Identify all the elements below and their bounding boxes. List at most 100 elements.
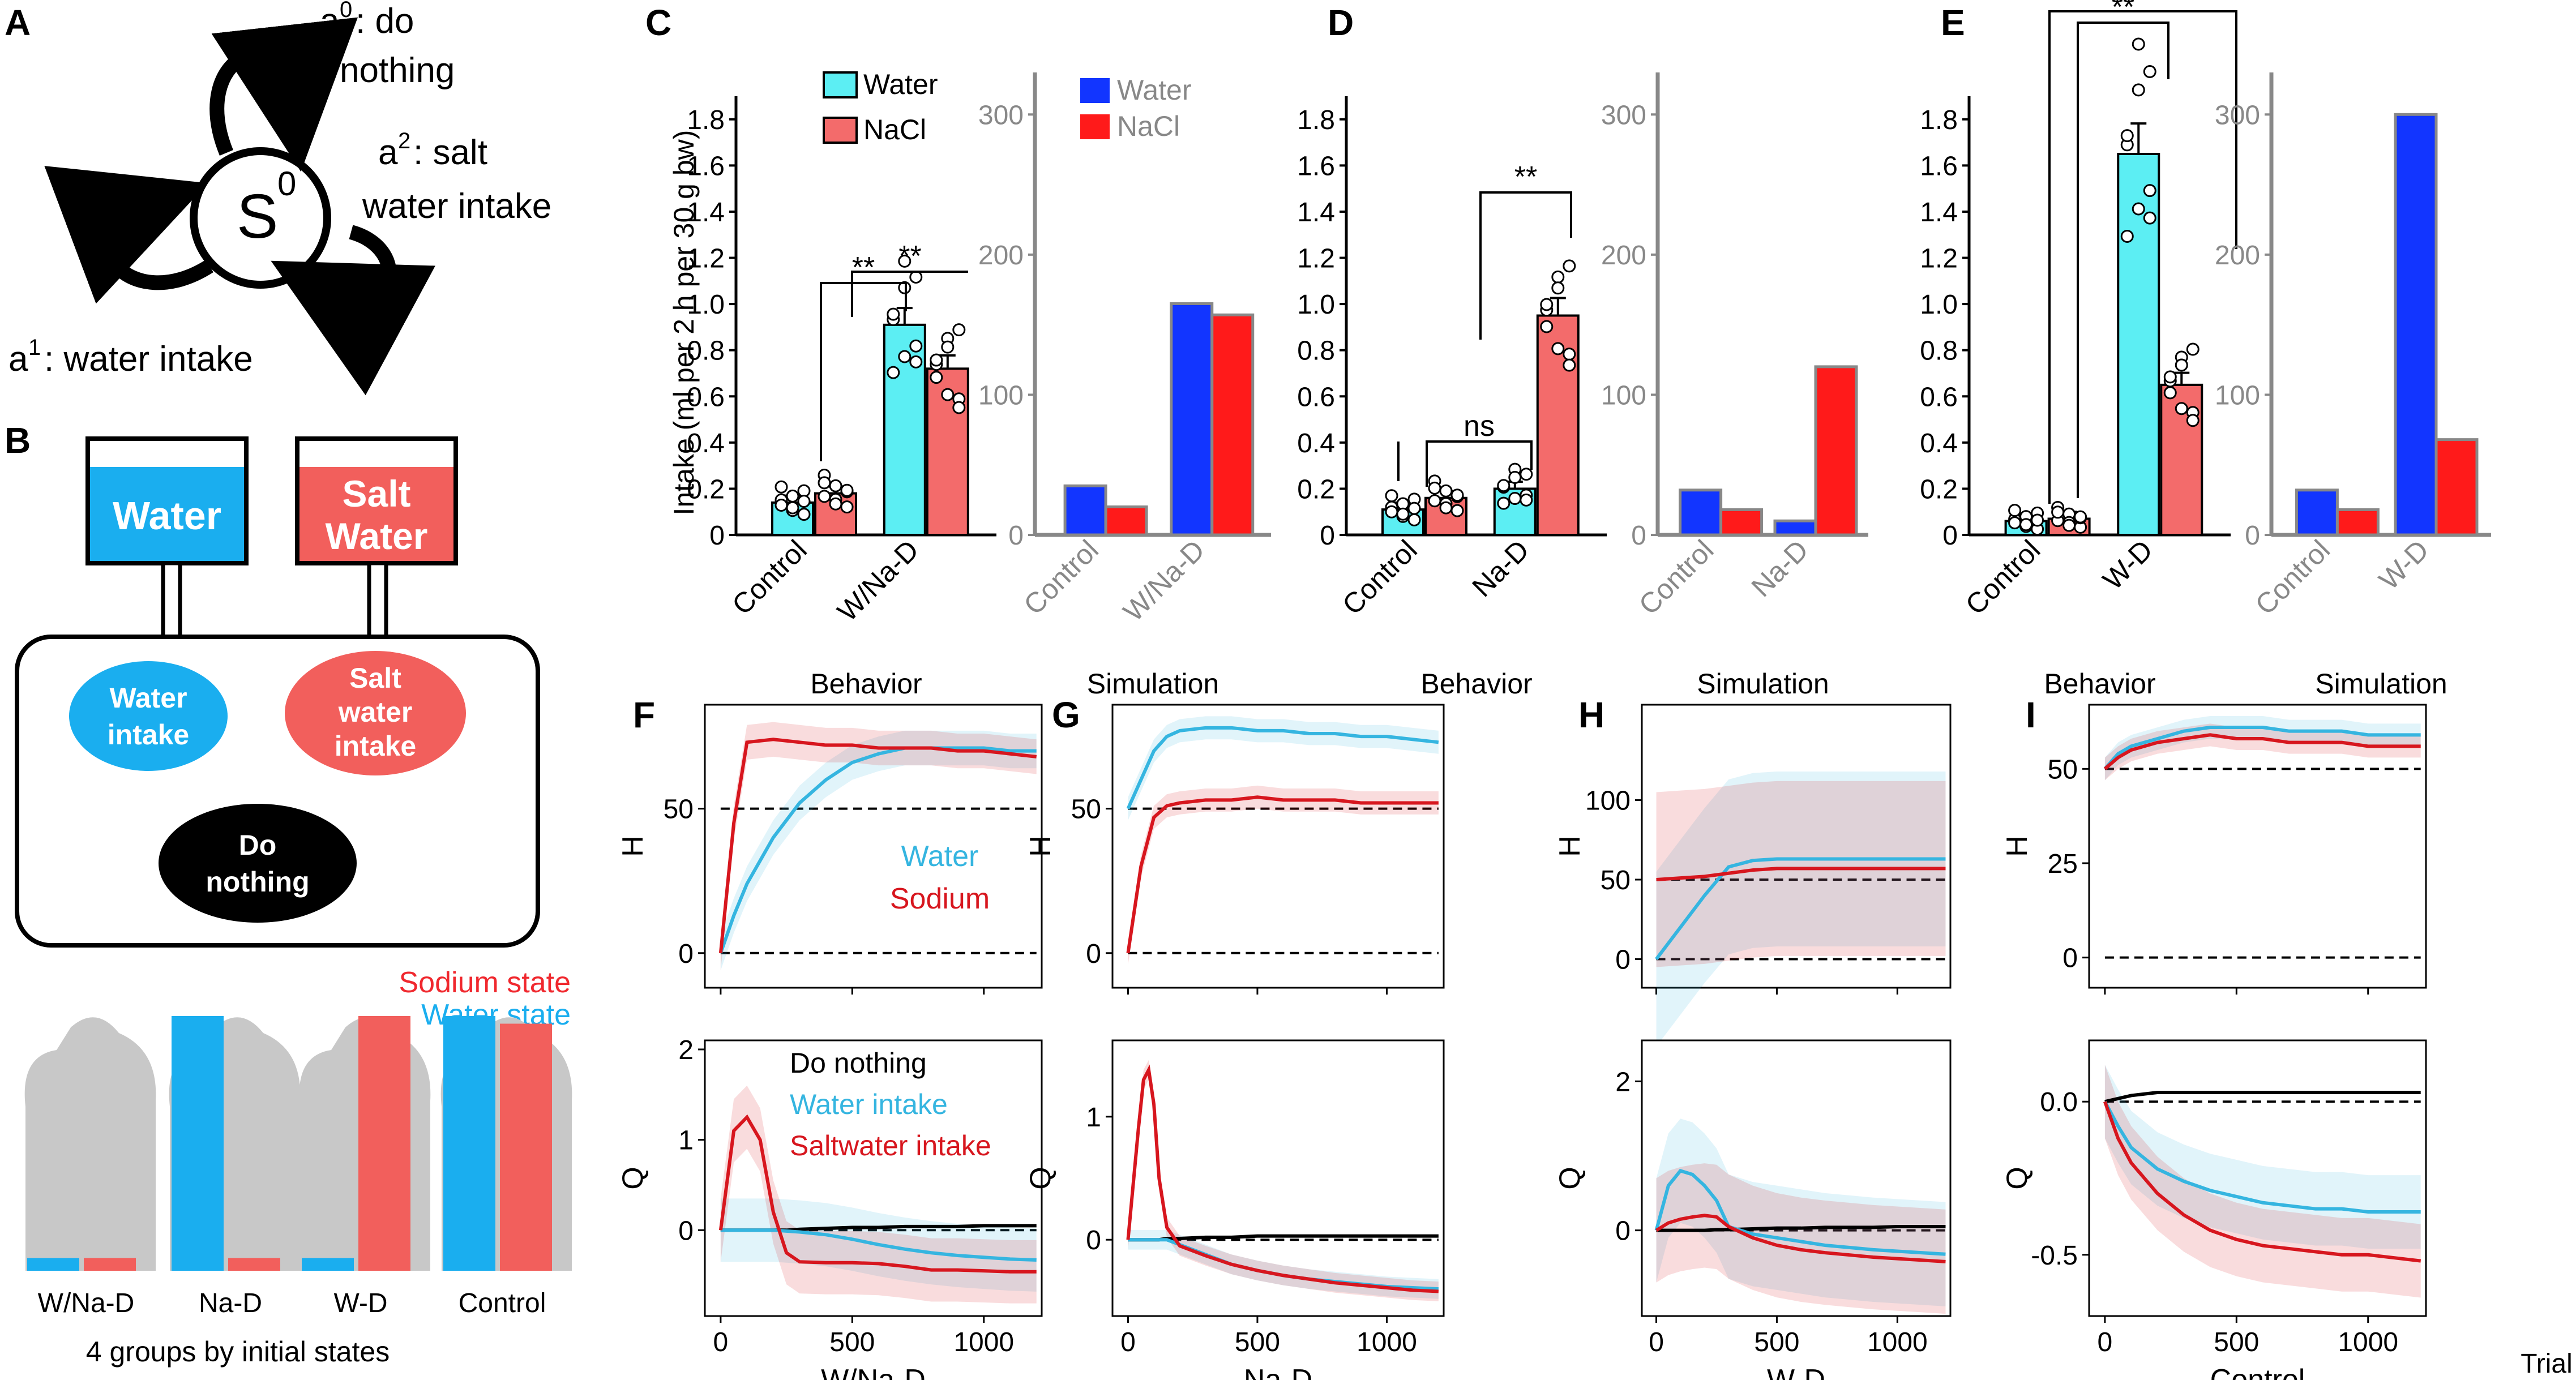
data-point <box>2074 510 2087 524</box>
panel-label-a: A <box>5 2 31 43</box>
y-tick-label: 0 <box>678 939 694 969</box>
data-point <box>2186 342 2200 356</box>
plot-frame <box>1111 704 1445 989</box>
data-point <box>1520 468 1533 481</box>
sodium-state-bar <box>358 1016 410 1271</box>
legend-label-water: Water <box>863 68 938 100</box>
data-point <box>2031 513 2044 527</box>
x-tick-label: 500 <box>1754 1327 1799 1357</box>
y-tick-label: 0 <box>709 521 725 551</box>
data-point <box>2143 184 2156 198</box>
data-point <box>2132 37 2145 51</box>
series-line-saltwater-intake <box>2103 1101 2421 1263</box>
salt-intake-label-1: Salt <box>349 662 401 694</box>
confidence-band <box>1128 716 1439 821</box>
y-tick-label: 0.4 <box>687 428 725 458</box>
x-tick-label: Control <box>726 534 813 621</box>
group-label: W/Na-D <box>38 1288 135 1318</box>
sim-bar-water <box>1679 488 1723 537</box>
state-label-sup: 0 <box>277 165 296 203</box>
sodium-state-bar <box>228 1258 280 1271</box>
loop-arrow-a0 <box>209 17 358 172</box>
y-tick-label: 100 <box>2215 380 2260 410</box>
x-axis-label: W-D <box>1767 1364 1825 1380</box>
y-tick-label: 0.4 <box>1920 428 1958 458</box>
water-intake-ellipse <box>69 661 228 771</box>
data-point <box>1551 270 1565 284</box>
series-line-water-intake <box>720 1228 1037 1262</box>
data-point <box>1540 298 1554 311</box>
y-axis-label: Q <box>617 1167 649 1189</box>
data-point <box>2143 65 2156 79</box>
x-tick-label: 1000 <box>1867 1327 1928 1357</box>
y-axis-label: H <box>1024 835 1057 857</box>
x-tick-label: W-D <box>2096 534 2159 596</box>
data-point <box>1439 484 1453 498</box>
confidence-band <box>2104 1065 2421 1298</box>
y-axis-label: Q <box>1554 1167 1586 1189</box>
y-tick-label: 0.2 <box>1297 474 1335 504</box>
y-tick-label: 0.6 <box>1920 382 1958 412</box>
data-point <box>2008 516 2022 530</box>
panel-label-g: G <box>1052 695 1080 735</box>
data-point <box>887 307 900 321</box>
panel-label-h: H <box>1578 695 1604 735</box>
confidence-band <box>2104 1065 2421 1249</box>
a2-line2: water intake <box>362 187 551 226</box>
water-state-bar <box>302 1258 354 1271</box>
data-point <box>2019 518 2033 532</box>
y-tick-label: 0.8 <box>1297 336 1335 366</box>
y-tick-label: 0.6 <box>1297 382 1335 412</box>
y-tick-label: 0 <box>1631 521 1646 551</box>
sodium-state-bar <box>84 1258 136 1271</box>
y-axis-label: Q <box>2001 1167 2034 1189</box>
plot-frame <box>2088 704 2427 989</box>
series-line-sodium <box>1656 867 1946 881</box>
y-tick-label: 0 <box>678 1216 694 1246</box>
y-tick-label: 50 <box>1071 795 1101 825</box>
data-point <box>1450 488 1464 502</box>
data-point <box>829 497 842 511</box>
data-point <box>898 254 912 268</box>
data-point <box>2175 402 2188 415</box>
panel-label-c: C <box>645 2 671 43</box>
data-point <box>930 371 943 384</box>
y-tick-label: 50 <box>664 795 694 825</box>
x-tick-label: 1000 <box>2338 1327 2398 1357</box>
rat-groups: W/Na-D Na-D W-D Control <box>24 1016 572 1318</box>
salt-bottle-label-2: Water <box>326 515 428 557</box>
a0-sup: 0 <box>340 0 352 22</box>
series-line-saltwater-intake <box>1126 1064 1439 1293</box>
legend-swatch-water <box>823 71 858 98</box>
y-tick-label: 0.4 <box>1297 428 1335 458</box>
y-tick-label: 0.0 <box>2040 1087 2078 1117</box>
y-tick-label: 100 <box>978 380 1024 410</box>
loop-arrow-a1 <box>44 166 214 304</box>
nothing-ellipse <box>159 804 357 923</box>
x-tick-label: 0 <box>1649 1327 1664 1357</box>
water-bottle-label: Water <box>113 494 221 538</box>
legend-label: NaCl <box>1117 110 1180 142</box>
a1-line1: : water intake <box>44 340 253 379</box>
salt-bottle-label-1: Salt <box>342 473 410 515</box>
y-tick-label: 1.8 <box>1297 105 1335 135</box>
x-axis-label: Control <box>2210 1364 2305 1380</box>
x-tick-label: Control <box>1959 534 2047 621</box>
data-point <box>2008 504 2022 517</box>
y-tick-label: 100 <box>1585 786 1631 816</box>
data-point <box>840 483 854 497</box>
sodium-state-bar <box>500 1023 552 1271</box>
y-tick-label: 0 <box>1008 521 1024 551</box>
y-axis-label: H <box>617 835 649 857</box>
sim-bar-water <box>2394 113 2438 537</box>
confidence-band <box>1656 781 1946 967</box>
x-axis-label: Na-D <box>1244 1364 1312 1380</box>
y-axis-label: H <box>2001 835 2034 857</box>
sim-bar-water <box>1063 484 1107 537</box>
y-tick-label: 1 <box>678 1126 694 1156</box>
y-tick-label: 0.2 <box>687 474 725 504</box>
data-point <box>887 366 900 379</box>
significance-bracket <box>820 282 907 461</box>
y-tick-label: 50 <box>2048 755 2078 785</box>
rat-silhouette <box>24 1017 156 1271</box>
